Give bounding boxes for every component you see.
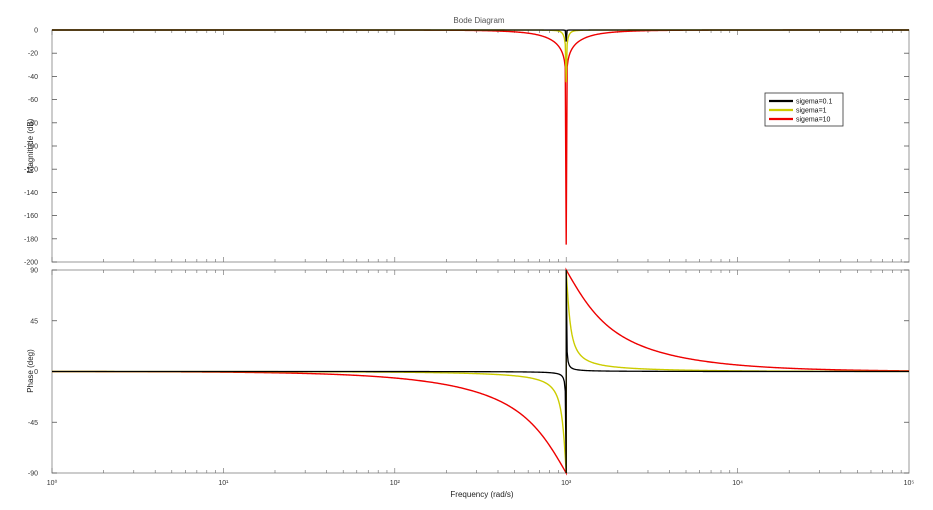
magnitude-y-tick-label: -160 [24, 213, 38, 220]
phase-y-axis-label: Phase (deg) [26, 349, 35, 393]
phase-panel: 90 45 0 -45 -90 Phase (deg) [26, 267, 910, 478]
legend-entries: sigema=0.1 sigema=1 sigema=10 [769, 99, 832, 124]
phase-y-tick-label: -45 [28, 420, 38, 427]
magnitude-y-tick-label: -140 [24, 190, 38, 197]
magnitude-y-tick-label: -40 [28, 74, 38, 81]
phase-line-sigema=0.1 [52, 269, 909, 474]
magnitude-y-tick-label: -60 [28, 97, 38, 104]
magnitude-y-tick-label: -180 [24, 236, 38, 243]
phase-y-tick-label: 0 [34, 369, 38, 376]
x-tick-label: 10¹ [218, 480, 229, 487]
magnitude-y-axis-label: Magnitude (dB) [26, 118, 35, 173]
legend-entry-label: sigema=1 [796, 108, 827, 115]
phase-y-tick-label: 45 [30, 318, 38, 325]
x-tick-label: 10² [390, 480, 401, 487]
magnitude-panel: 0 -20 -40 -60 -80 -100 -120 -140 -160 -180 -200 Ma… [24, 28, 910, 267]
magnitude-series-lines [52, 29, 909, 245]
x-tick-label: 10⁴ [732, 480, 743, 487]
magnitude-y-tick-label: 0 [34, 28, 38, 35]
phase-series-lines [51, 267, 910, 476]
plot-title: Bode Diagram [453, 16, 504, 25]
x-tick-label: 10⁵ [904, 480, 915, 487]
magnitude-line-sigema=0.1 [52, 29, 909, 42]
magnitude-y-ticks: 0 -20 -40 -60 -80 -100 -120 -140 -160 -180 -200 [24, 28, 909, 267]
magnitude-y-tick-label: -80 [28, 120, 38, 127]
x-tick-label: 10³ [561, 480, 572, 487]
magnitude-axes-frame [51, 29, 910, 263]
magnitude-y-tick-label: -100 [24, 144, 38, 151]
legend: sigema=0.1 sigema=1 sigema=10 [764, 92, 844, 127]
legend-entry-label: sigema=0.1 [796, 99, 832, 106]
x-tick-label: 10⁰ [47, 479, 58, 487]
x-tick-labels: 10⁰ 10¹ 10² 10³ 10⁴ 10⁵ [47, 479, 915, 487]
magnitude-y-tick-label: -200 [24, 260, 38, 267]
phase-y-tick-label: 90 [30, 268, 38, 275]
legend-entry-label: sigema=10 [796, 117, 831, 124]
magnitude-y-tick-label: -20 [28, 51, 38, 58]
magnitude-y-tick-label: -120 [24, 167, 38, 174]
x-axis-label: Frequency (rad/s) [450, 490, 513, 499]
phase-x-ticks [51, 270, 902, 473]
phase-y-tick-label: -90 [28, 471, 38, 478]
